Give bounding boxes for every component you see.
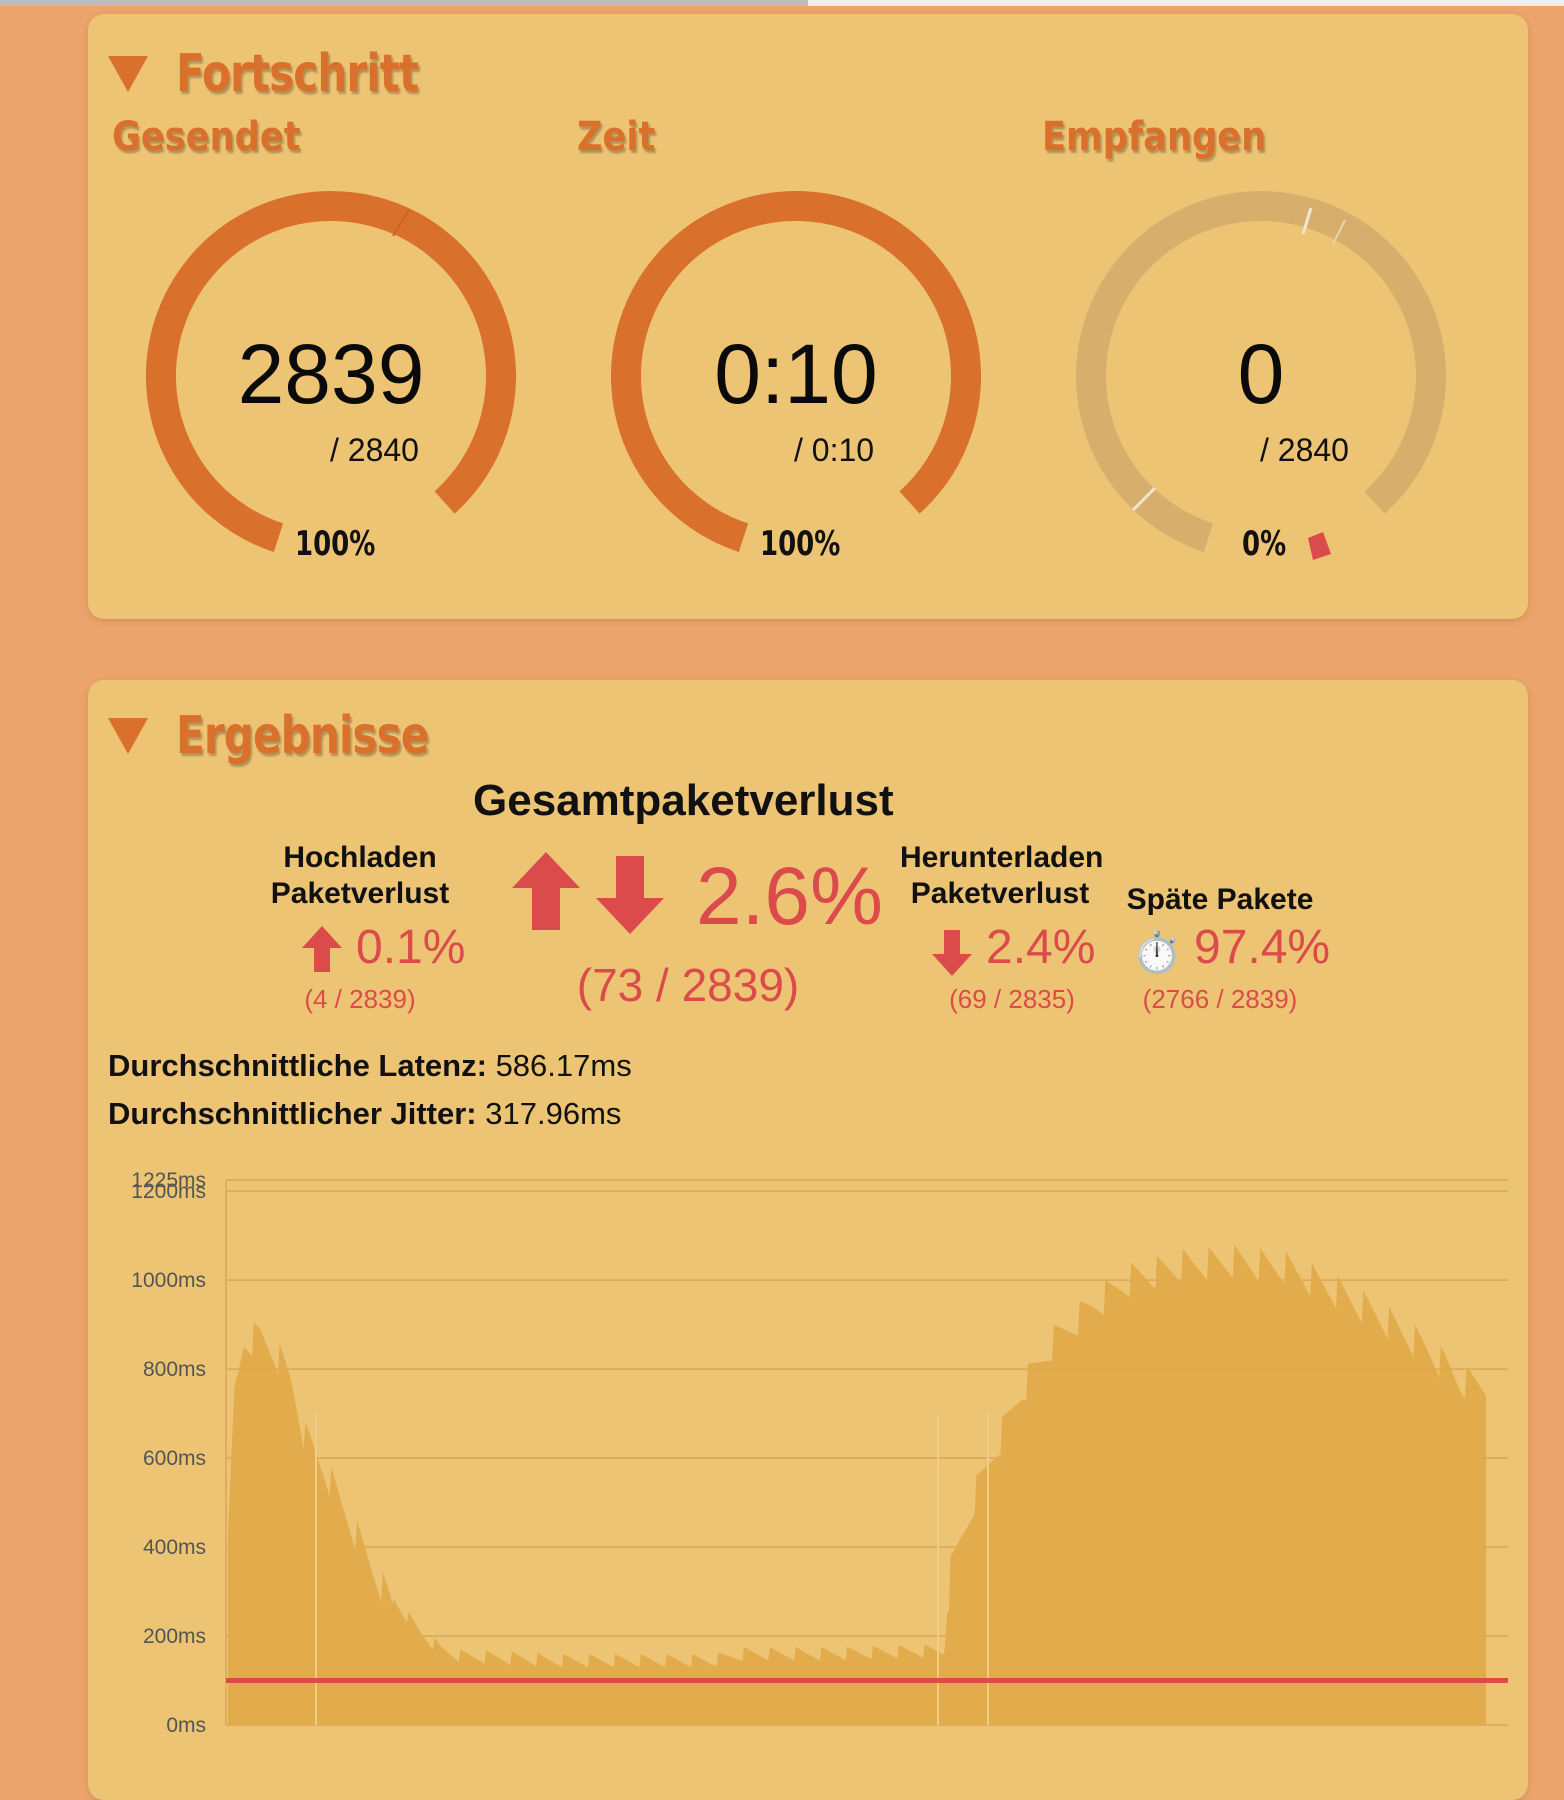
latency-area bbox=[228, 1244, 1486, 1725]
upload-loss-heading-line2: Paketverlust bbox=[270, 877, 450, 910]
progress-title: Fortschritt bbox=[176, 44, 419, 104]
total-loss-value: 2.6% bbox=[696, 851, 883, 942]
y-tick-label: 1225ms bbox=[131, 1169, 206, 1192]
avg-jitter-row: Durchschnittlicher Jitter: 317.96ms bbox=[108, 1096, 621, 1132]
download-loss-value: 2.4% bbox=[986, 921, 1096, 974]
upload-loss-value: 0.1% bbox=[356, 921, 466, 974]
download-loss-heading-line1: Herunterladen bbox=[900, 841, 1104, 874]
up-arrow-icon bbox=[512, 852, 580, 930]
gauge-time-total: / 0:10 bbox=[794, 432, 875, 468]
download-arrow-icon bbox=[932, 930, 972, 976]
gauge-sent-value: 2839 bbox=[237, 327, 425, 421]
gauge-received-total: / 2840 bbox=[1260, 432, 1349, 468]
avg-jitter-label: Durchschnittlicher Jitter: bbox=[108, 1096, 477, 1131]
collapse-triangle-icon[interactable] bbox=[108, 718, 148, 754]
y-tick-label: 1000ms bbox=[131, 1269, 206, 1292]
latency-chart: 0ms 200ms 400ms 600ms 800ms 1000ms 1200ms1225m… bbox=[131, 1169, 1508, 1737]
avg-latency-row: Durchschnittliche Latenz: 586.17ms bbox=[108, 1048, 632, 1084]
y-tick-label: 600ms bbox=[143, 1447, 206, 1470]
late-packets-value: 97.4% bbox=[1194, 921, 1331, 974]
download-loss-heading: Herunterladen Paketverlust bbox=[900, 840, 1104, 912]
progress-header[interactable]: Fortschritt bbox=[108, 44, 445, 104]
gauge-time-value: 0:10 bbox=[714, 327, 878, 421]
late-packets-detail: (2766 / 2839) bbox=[1142, 984, 1298, 1014]
y-tick-label: 0ms bbox=[166, 1714, 206, 1737]
window-scrollbar-thumb[interactable] bbox=[0, 0, 808, 6]
results-header[interactable]: Ergebnisse bbox=[108, 706, 457, 766]
gauge-time: 0:10 / 0:10 100% bbox=[606, 186, 986, 566]
download-loss-heading-line2: Paketverlust bbox=[910, 877, 1090, 910]
y-tick-label: 200ms bbox=[143, 1625, 206, 1648]
window-scrollbar[interactable] bbox=[0, 0, 1564, 6]
gauge-label-received: Empfangen bbox=[1042, 114, 1267, 160]
y-tick-label: 400ms bbox=[143, 1536, 206, 1559]
results-title: Ergebnisse bbox=[176, 706, 429, 766]
avg-latency-value: 586.17ms bbox=[495, 1048, 632, 1083]
down-arrow-icon bbox=[596, 856, 664, 934]
gauge-received-percent: 0% bbox=[1242, 524, 1287, 564]
download-loss-detail: (69 / 2835) bbox=[949, 984, 1075, 1014]
total-loss-heading: Gesamtpaketverlust bbox=[473, 776, 894, 825]
gauge-sent: 2839 / 2840 100% bbox=[141, 186, 521, 566]
progress-panel: Fortschritt Gesendet Zeit Empfangen 2839… bbox=[88, 14, 1528, 619]
gauge-label-time: Zeit bbox=[577, 114, 656, 160]
gauge-sent-total: / 2840 bbox=[330, 432, 419, 468]
upload-loss-detail: (4 / 2839) bbox=[304, 984, 416, 1014]
gauge-received-value: 0 bbox=[1237, 327, 1285, 421]
avg-latency-label: Durchschnittliche Latenz: bbox=[108, 1048, 487, 1083]
upload-loss-heading-line1: Hochladen bbox=[283, 841, 437, 874]
total-loss-detail: (73 / 2839) bbox=[576, 959, 800, 1011]
y-tick-label: 800ms bbox=[143, 1358, 206, 1381]
gauge-time-ring bbox=[611, 191, 981, 561]
upload-loss-heading: Hochladen Paketverlust bbox=[260, 840, 460, 912]
gauge-received: 0 / 2840 0% bbox=[1071, 186, 1451, 566]
gauge-label-sent: Gesendet bbox=[112, 114, 301, 160]
collapse-triangle-icon[interactable] bbox=[108, 56, 148, 92]
stopwatch-icon: ⏱️ bbox=[1132, 930, 1182, 976]
late-packets-heading: Späte Pakete bbox=[1126, 883, 1314, 916]
avg-jitter-value: 317.96ms bbox=[485, 1096, 622, 1131]
gauge-sent-percent: 100% bbox=[295, 524, 376, 564]
upload-arrow-icon bbox=[302, 926, 342, 972]
gauge-sent-ring bbox=[146, 191, 516, 561]
y-tick-label: 1200ms bbox=[131, 1180, 206, 1203]
gauge-received-ring bbox=[1076, 191, 1446, 561]
results-panel: Ergebnisse Gesamtpaketverlust 2.6% (73 /… bbox=[88, 680, 1528, 1800]
gauge-time-percent: 100% bbox=[760, 524, 841, 564]
